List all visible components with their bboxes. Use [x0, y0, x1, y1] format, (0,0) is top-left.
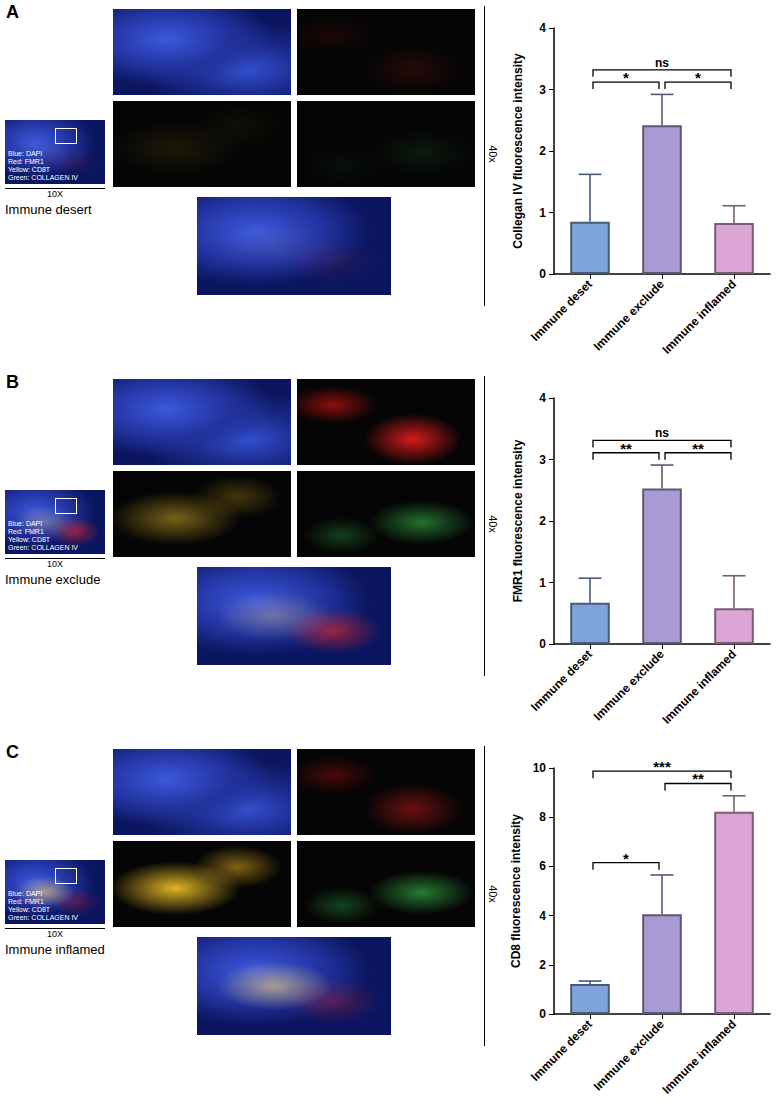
html-text:Immune exclude: Immune exclude — [5, 572, 101, 587]
html-text:10X: 10X — [47, 189, 63, 199]
html-text:Green: COLLAGEN IV: Green: COLLAGEN IV — [8, 174, 78, 181]
html-text:10X: 10X — [47, 929, 63, 939]
svg-text:FMR1 fluorescence intensity: FMR1 fluorescence intensity — [511, 439, 525, 602]
svg-text:4: 4 — [539, 909, 546, 923]
svg-text:Immune inflamed: Immune inflamed — [659, 277, 739, 357]
html-text:40x: 40x — [487, 145, 499, 163]
html-text:Yellow: CD8T: Yellow: CD8T — [8, 906, 51, 913]
svg-text:0: 0 — [539, 637, 546, 651]
svg-text:Immune exclude: Immune exclude — [591, 647, 668, 724]
svg-text:Immune exclude: Immune exclude — [591, 277, 668, 354]
html-text:40x: 40x — [487, 885, 499, 903]
svg-text:ns: ns — [655, 426, 669, 440]
html-text:Blue: DAPI: Blue: DAPI — [8, 890, 43, 897]
svg-text:***: *** — [653, 758, 671, 775]
svg-text:Immune deset: Immune deset — [528, 1017, 595, 1084]
svg-text:**: ** — [620, 440, 632, 457]
svg-text:0: 0 — [539, 1007, 546, 1021]
html-text:40x: 40x — [487, 515, 499, 533]
html-text:Green: COLLAGEN IV: Green: COLLAGEN IV — [8, 914, 78, 921]
html-text:Red: FMR1: Red: FMR1 — [8, 158, 44, 165]
html-text:B: B — [6, 372, 19, 392]
html-text:Yellow: CD8T: Yellow: CD8T — [8, 536, 51, 543]
html-text:Green: COLLAGEN IV: Green: COLLAGEN IV — [8, 544, 78, 551]
svg-text:*: * — [695, 69, 701, 86]
html-text:10X: 10X — [47, 559, 63, 569]
svg-text:**: ** — [692, 440, 704, 457]
svg-text:Immune inflamed: Immune inflamed — [659, 647, 739, 727]
svg-text:Immune exclude: Immune exclude — [591, 1017, 668, 1094]
svg-text:Immune deset: Immune deset — [528, 277, 595, 344]
svg-text:1: 1 — [539, 206, 546, 220]
svg-text:Collegan IV fluorescence inten: Collegan IV fluorescence intensity — [511, 53, 525, 249]
svg-text:ns: ns — [655, 56, 669, 70]
html-text:Red: FMR1: Red: FMR1 — [8, 528, 44, 535]
svg-text:8: 8 — [539, 810, 546, 824]
html-text:Blue: DAPI: Blue: DAPI — [8, 150, 43, 157]
svg-text:*: * — [623, 69, 629, 86]
svg-text:1: 1 — [539, 576, 546, 590]
html-text:A: A — [6, 2, 19, 22]
html-text:Red: FMR1: Red: FMR1 — [8, 898, 44, 905]
svg-text:**: ** — [692, 770, 704, 787]
html-text:Immune inflamed: Immune inflamed — [5, 942, 105, 957]
html-text:Immune desert: Immune desert — [5, 202, 92, 217]
svg-text:4: 4 — [539, 391, 546, 405]
svg-text:0: 0 — [539, 267, 546, 281]
svg-text:2: 2 — [539, 144, 546, 158]
html-text:Blue: DAPI: Blue: DAPI — [8, 520, 43, 527]
svg-text:Immune deset: Immune deset — [528, 647, 595, 714]
svg-text:Immune inflamed: Immune inflamed — [659, 1017, 739, 1097]
svg-text:10: 10 — [533, 761, 547, 775]
svg-text:6: 6 — [539, 859, 546, 873]
svg-text:3: 3 — [539, 453, 546, 467]
html-text:Yellow: CD8T: Yellow: CD8T — [8, 166, 51, 173]
svg-text:2: 2 — [539, 514, 546, 528]
html-text:C: C — [6, 742, 19, 762]
svg-text:4: 4 — [539, 21, 546, 35]
svg-text:3: 3 — [539, 83, 546, 97]
svg-text:2: 2 — [539, 958, 546, 972]
svg-text:*: * — [623, 850, 629, 867]
svg-text:CD8 fluorescence intensity: CD8 fluorescence intensity — [509, 814, 523, 968]
